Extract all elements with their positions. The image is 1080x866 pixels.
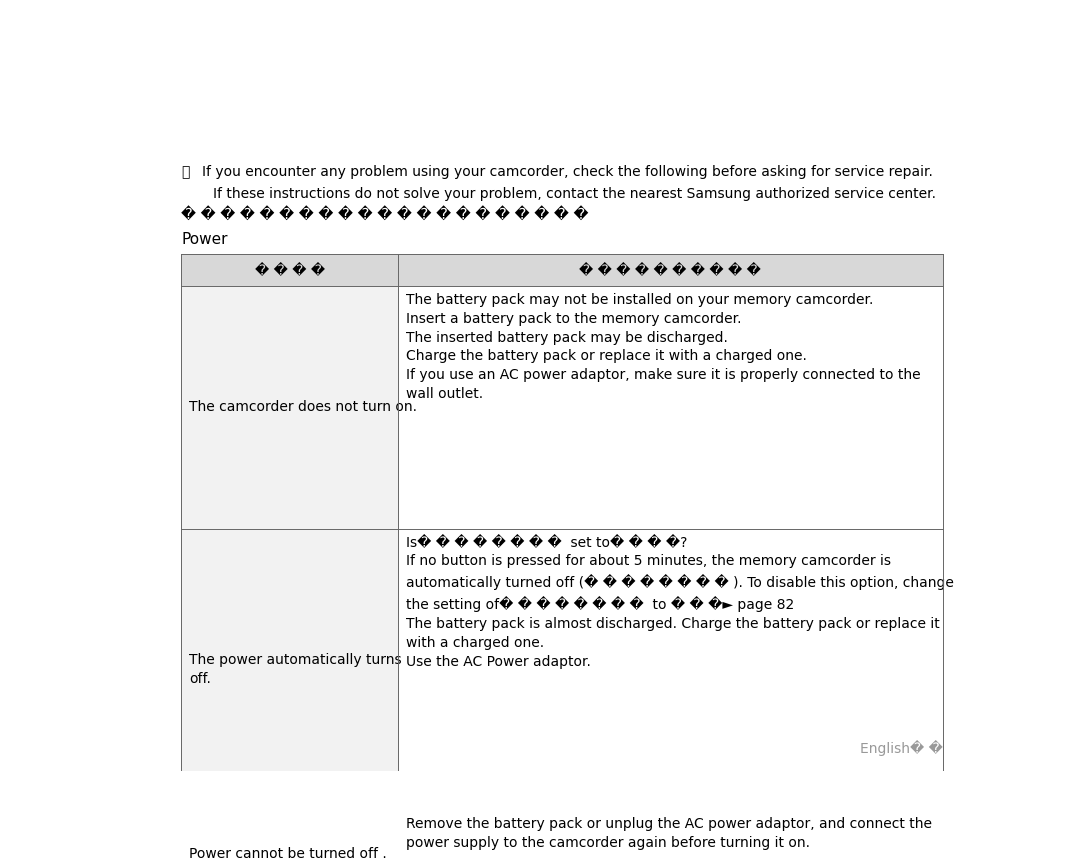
Text: � � � �: � � � �: [255, 263, 325, 277]
Text: Power cannot be turned off .: Power cannot be turned off .: [189, 847, 387, 861]
Text: Is� � � � � � � �  set to� � � �?
If no button is pressed for about 5 minutes, t: Is� � � � � � � � set to� � � �? If no b…: [406, 535, 955, 669]
Text: Power: Power: [181, 232, 228, 247]
Text: The camcorder does not turn on.: The camcorder does not turn on.: [189, 400, 417, 414]
Text: If these instructions do not solve your problem, contact the nearest Samsung aut: If these instructions do not solve your …: [213, 187, 936, 201]
Text: English� �: English� �: [860, 740, 943, 756]
FancyBboxPatch shape: [181, 810, 399, 866]
FancyBboxPatch shape: [181, 286, 399, 528]
Text: The battery pack may not be installed on your memory camcorder.
Insert a battery: The battery pack may not be installed on…: [406, 293, 921, 401]
Text: Remove the battery pack or unplug the AC power adaptor, and connect the
power su: Remove the battery pack or unplug the AC…: [406, 817, 932, 850]
Text: � � � � � � � � � �: � � � � � � � � � �: [580, 263, 761, 277]
FancyBboxPatch shape: [181, 254, 943, 286]
Text: The power automatically turns
off.: The power automatically turns off.: [189, 653, 402, 686]
Text: � � � � � � � � � � � � � � � � � � � � �: � � � � � � � � � � � � � � � � � � � � …: [181, 207, 589, 223]
Text: If you encounter any problem using your camcorder, check the following before as: If you encounter any problem using your …: [202, 165, 933, 179]
FancyBboxPatch shape: [181, 528, 399, 810]
Text: ❓: ❓: [181, 165, 189, 179]
